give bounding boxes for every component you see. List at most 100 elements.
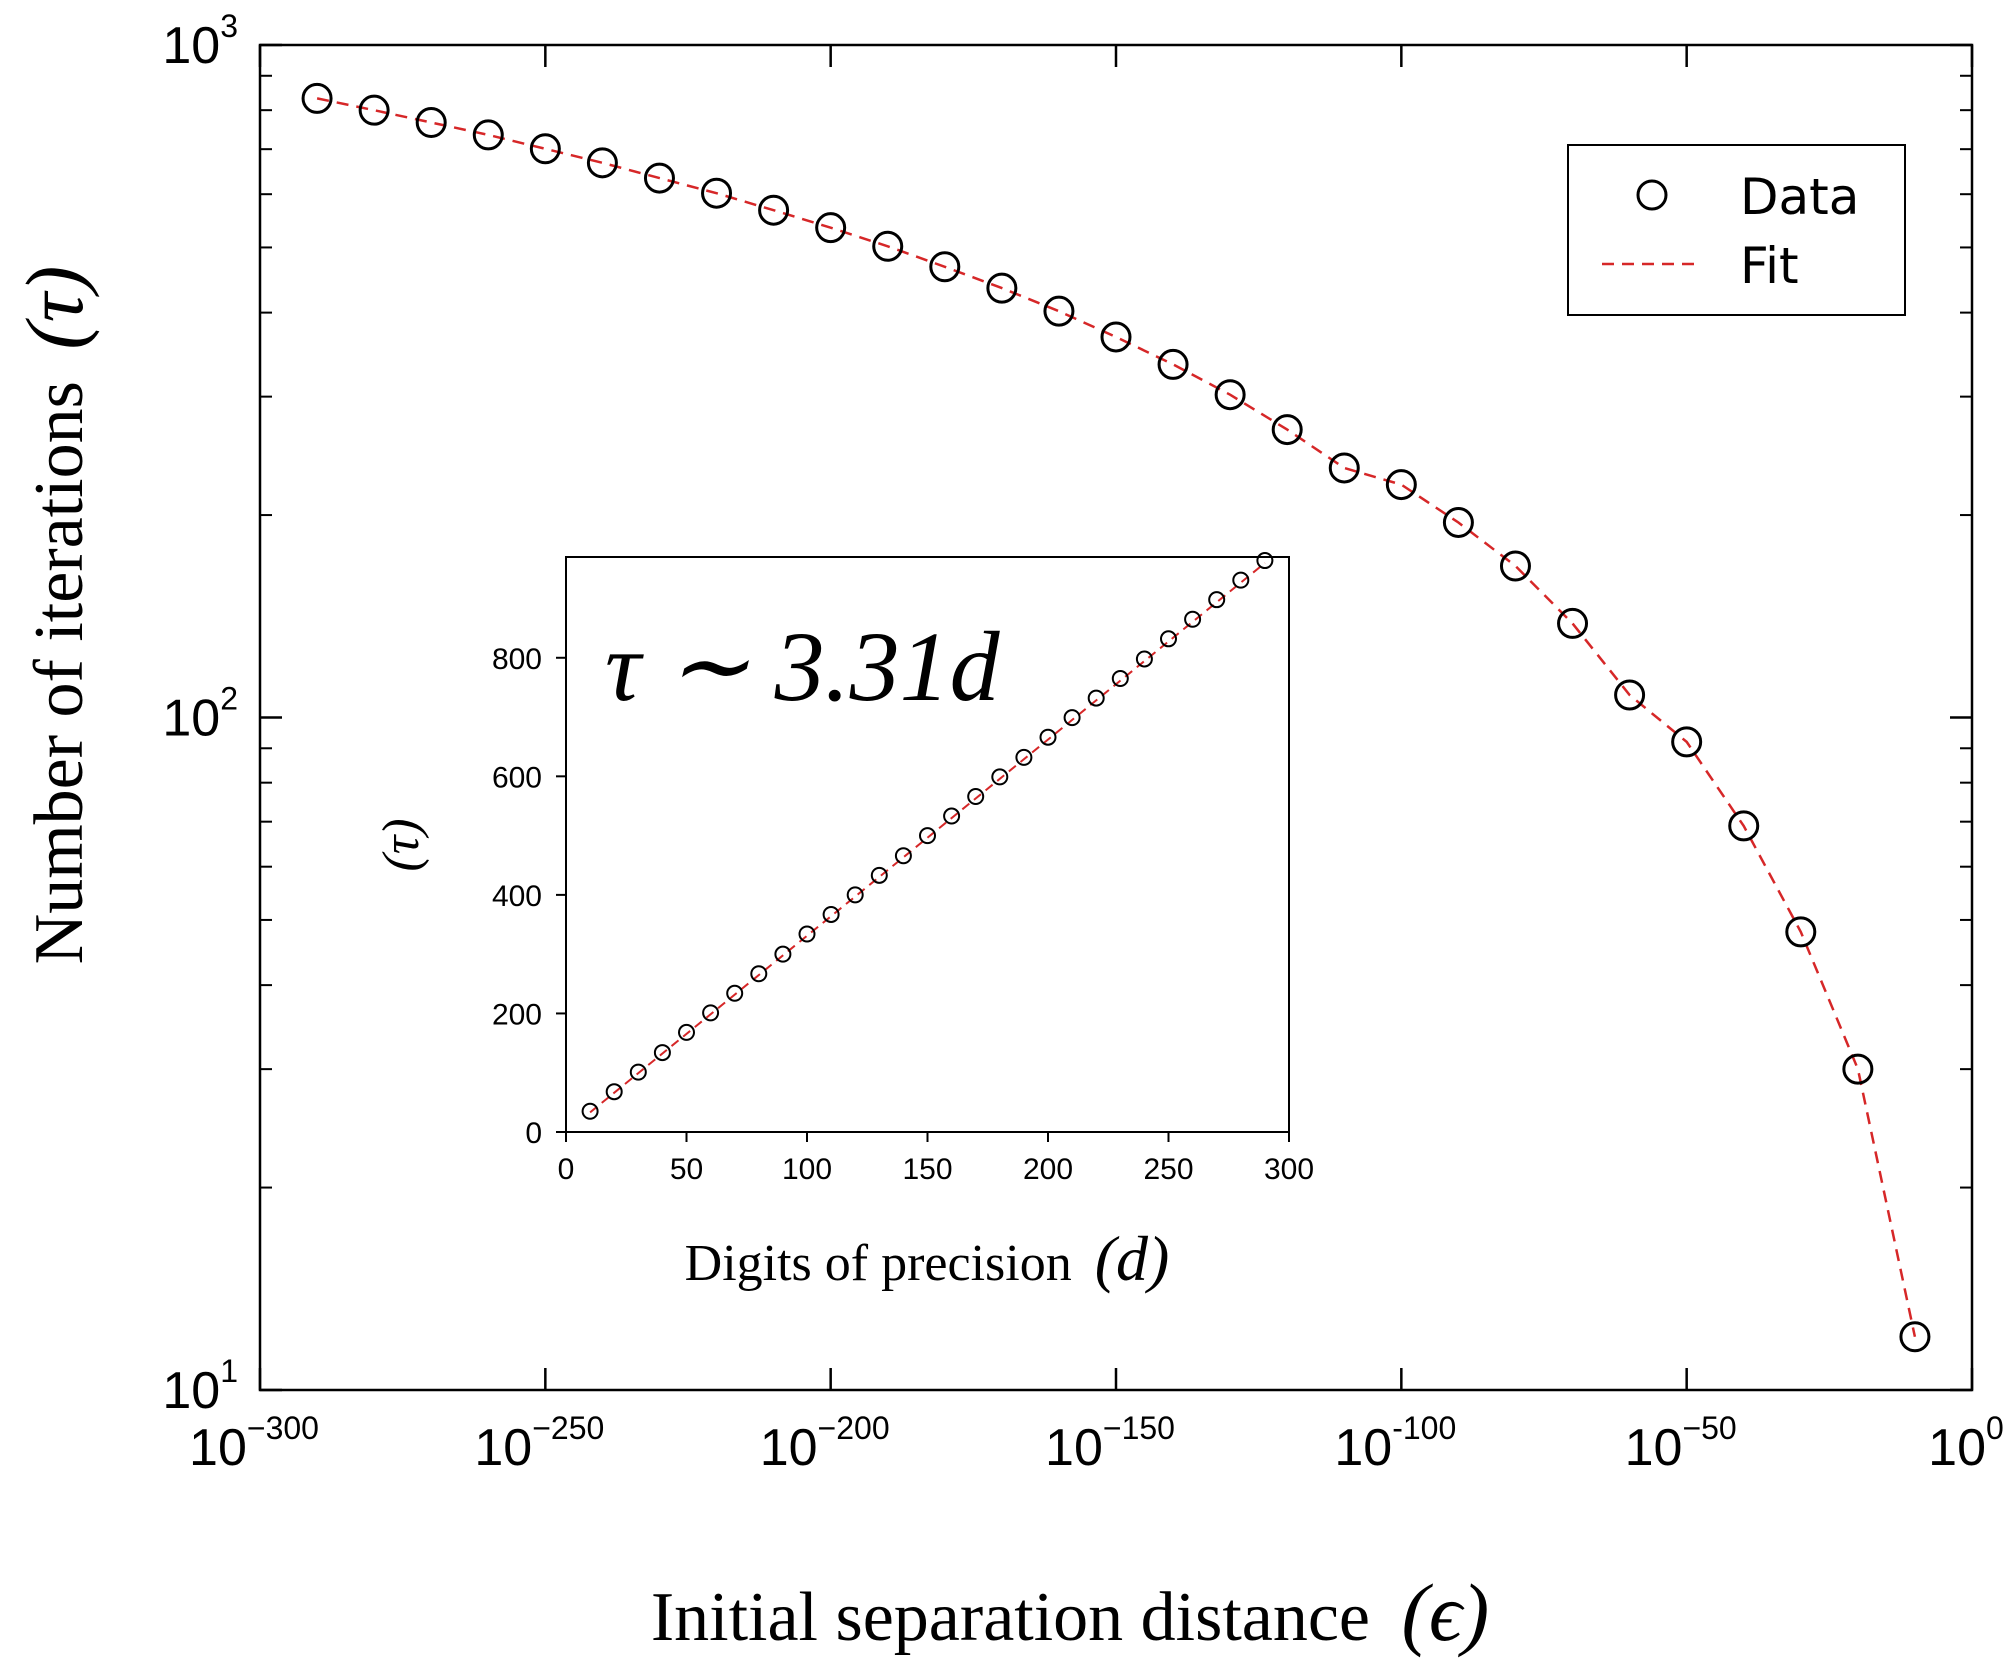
main-x-tick-exponent: −150 [1103, 1410, 1175, 1446]
main-x-tick-exponent: −250 [532, 1410, 604, 1446]
main-x-axis-title-text: Initial separation distance [651, 1579, 1370, 1656]
main-x-tick-label: 100 [1928, 1410, 2004, 1477]
main-data-point [1100, 321, 1132, 353]
inset-data-point [967, 787, 985, 805]
legend-data-marker [1636, 179, 1668, 211]
main-x-tick-labels: 10−300 10−250 10−200 10−150 10-100 10−50 100 [189, 1410, 2004, 1477]
main-y-axis-title-symbol: (τ) [9, 266, 100, 350]
inset-data-point [1256, 552, 1274, 570]
inset-data-point [1087, 689, 1105, 707]
main-data-point [1214, 379, 1246, 411]
main-x-tick-exponent: -100 [1392, 1410, 1456, 1446]
main-data-points [301, 82, 1931, 1353]
main-x-tick-label: 10−50 [1625, 1410, 1737, 1477]
main-x-tick-base: 10 [1045, 1419, 1103, 1477]
legend-label-data: Data [1740, 168, 1859, 226]
main-data-point [1671, 726, 1703, 758]
inset-data-point [653, 1044, 671, 1062]
main-y-tick-label: 101 [162, 1353, 238, 1420]
inset-x-axis-title-text: Digits of precision [685, 1235, 1072, 1292]
main-data-point [643, 162, 675, 194]
inset-y-tick-label: 200 [492, 998, 542, 1031]
main-data-point [1728, 810, 1760, 842]
inset-data-point [702, 1004, 720, 1022]
inset-x-tick-label: 250 [1143, 1153, 1193, 1186]
main-y-axis-title: Number of iterations (τ) [9, 266, 100, 965]
main-plot: 10−300 10−250 10−200 10−150 10-100 10−50 100 1… [9, 8, 2004, 1658]
main-y-axis-title-text: Number of iterations [21, 381, 98, 964]
main-x-tick-base: 10 [1334, 1419, 1392, 1477]
main-x-tick-exponent: −200 [818, 1410, 890, 1446]
inset-data-point [943, 807, 961, 825]
main-data-point [1328, 452, 1360, 484]
inset-data-point [798, 925, 816, 943]
inset-data-point [605, 1083, 623, 1101]
inset-data-point [894, 847, 912, 865]
main-data-point [1899, 1321, 1931, 1353]
main-data-point [758, 194, 790, 226]
inset-data-point [678, 1023, 695, 1041]
inset-data-point [1208, 591, 1226, 609]
inset-fit-annotation: τ ∼ 3.31d [605, 611, 1001, 722]
main-x-tick-base: 10 [474, 1419, 532, 1477]
main-data-point [472, 119, 504, 151]
main-data-point [1557, 607, 1589, 639]
inset-x-tick-label: 100 [782, 1153, 832, 1186]
inset-data-point [870, 866, 888, 884]
main-x-axis-title-symbol: (ϵ) [1402, 1567, 1490, 1658]
inset-y-tick-label: 0 [525, 1117, 542, 1150]
main-x-tick-label: 10-100 [1334, 1410, 1456, 1477]
legend: Data Fit [1567, 144, 1906, 316]
inset-ticks [556, 656, 1290, 1142]
main-data-point [986, 272, 1018, 304]
inset-data-point [774, 945, 792, 963]
main-plot-frame [258, 43, 1974, 1392]
main-data-point [701, 177, 733, 209]
inset-data-point [726, 984, 744, 1002]
main-y-tick-base: 10 [162, 17, 220, 75]
inset-background [566, 557, 1289, 1132]
main-data-point [301, 82, 333, 114]
main-x-tick-label: 10−300 [189, 1410, 319, 1477]
main-x-tick-label: 10−150 [1045, 1410, 1175, 1477]
inset-data-point [991, 768, 1009, 786]
main-x-tick-base: 10 [189, 1419, 247, 1477]
inset-data-point [822, 905, 840, 923]
main-x-tick-label: 10−250 [474, 1410, 604, 1477]
inset-data-point [1039, 728, 1057, 746]
main-x-tick-label: 10−200 [760, 1410, 890, 1477]
inset-x-tick-label: 0 [558, 1153, 575, 1186]
inset-y-tick-label: 600 [492, 761, 542, 794]
main-y-tick-base: 10 [162, 690, 220, 748]
main-x-tick-base: 10 [1625, 1419, 1683, 1477]
main-x-axis-title: Initial separation distance (ϵ) [651, 1567, 1489, 1658]
inset-data-point [750, 965, 768, 983]
main-y-tick-label: 102 [162, 681, 238, 748]
main-data-point [529, 133, 561, 165]
inset-y-tick-label: 400 [492, 880, 542, 913]
inset-data-point [581, 1102, 599, 1120]
inset-x-axis-title-symbol: (d) [1095, 1223, 1170, 1294]
main-data-point [1385, 469, 1417, 501]
inset-data-point [1063, 709, 1081, 727]
inset-data-points [581, 552, 1274, 1120]
inset-data-point [1111, 670, 1129, 688]
main-data-point [1614, 679, 1646, 711]
inset-data-point [1232, 571, 1250, 589]
main-data-point [415, 106, 447, 138]
inset-data-point [846, 886, 864, 904]
inset-y-tick-labels: 0 200 400 600 800 [492, 643, 542, 1150]
inset-x-tick-label: 300 [1264, 1153, 1314, 1186]
inset-x-tick-label: 50 [670, 1153, 703, 1186]
main-data-point [1785, 916, 1817, 948]
main-data-point [586, 147, 618, 179]
main-data-point [872, 230, 904, 262]
main-y-tick-exponent: 2 [220, 681, 238, 717]
main-x-tick-exponent: −50 [1682, 1410, 1736, 1446]
inset-x-tick-labels: 0 50 100 150 200 250 300 [558, 1153, 1314, 1186]
inset-y-axis-title: (τ) [373, 818, 430, 871]
inset-data-point [1015, 748, 1033, 766]
inset-y-tick-label: 800 [492, 643, 542, 676]
main-data-point [1043, 295, 1075, 327]
